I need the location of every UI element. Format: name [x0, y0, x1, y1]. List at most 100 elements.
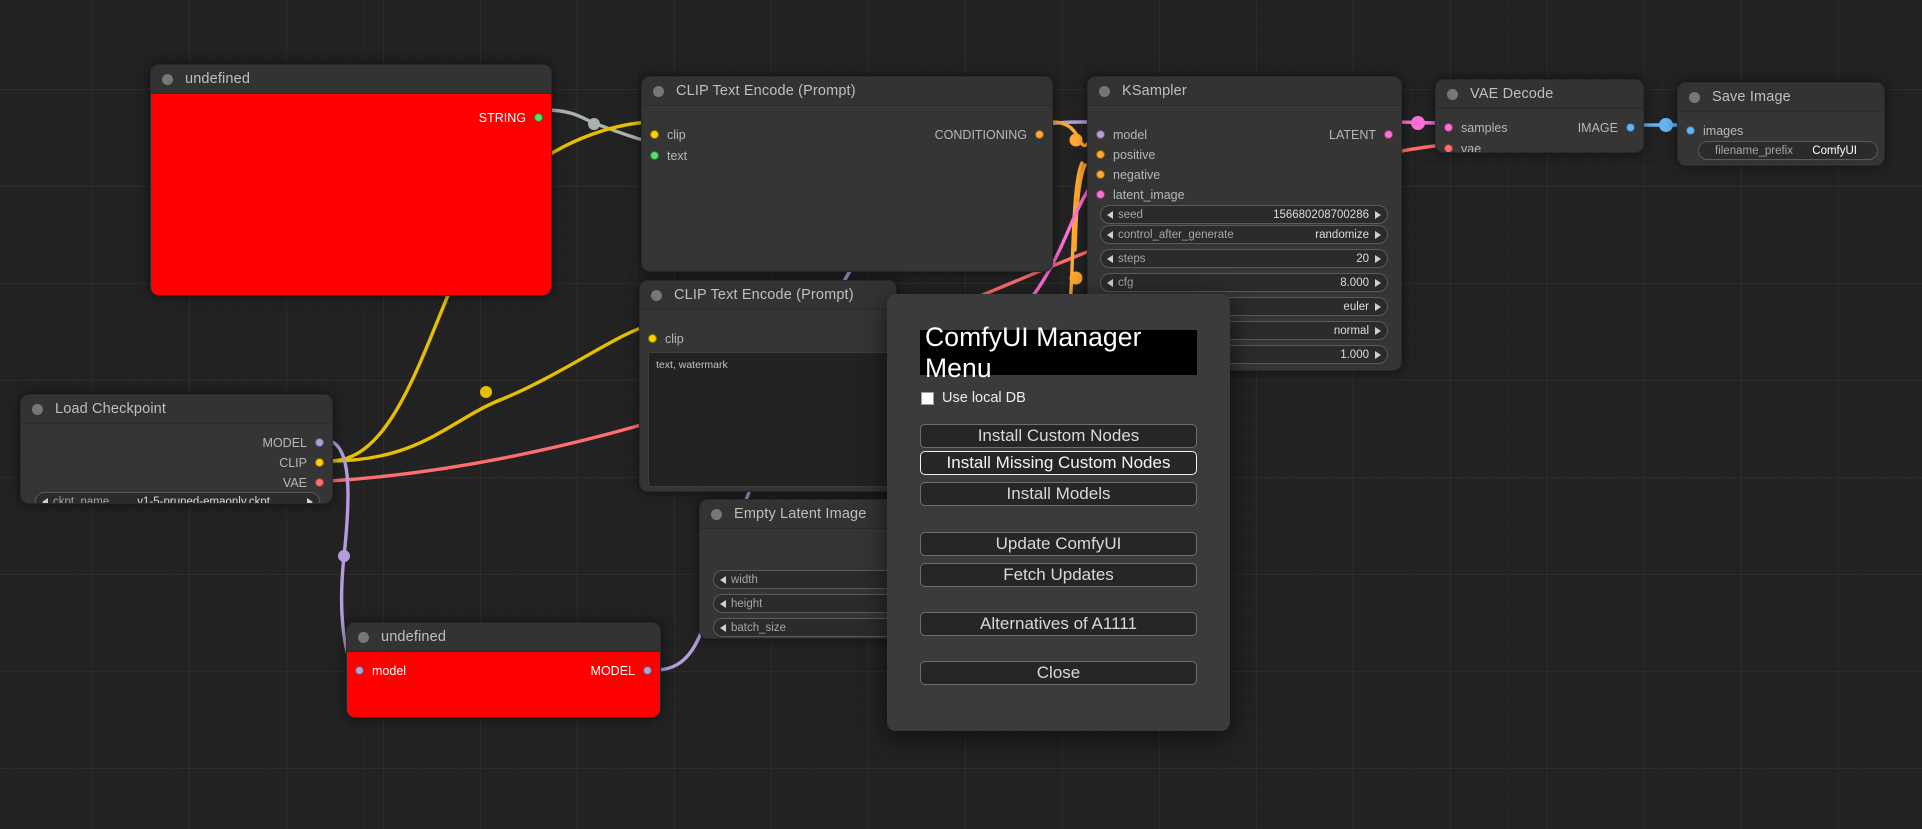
input-pip-negative[interactable]: [1096, 170, 1105, 179]
widget-steps[interactable]: steps 20: [1100, 249, 1388, 268]
alternatives-of-a1111-button[interactable]: Alternatives of A1111: [920, 612, 1197, 636]
node-collapse-dot[interactable]: [711, 508, 722, 520]
close-button[interactable]: Close: [920, 661, 1197, 685]
node-title-bar[interactable]: undefined: [347, 623, 660, 652]
node-collapse-dot[interactable]: [358, 631, 369, 643]
output-slot-vae[interactable]: VAE: [283, 475, 324, 490]
output-slot-conditioning[interactable]: CONDITIONING: [935, 127, 1044, 142]
node-undefined-model[interactable]: undefined model MODEL: [346, 622, 661, 718]
input-slot-latent-image[interactable]: latent_image: [1096, 187, 1185, 202]
input-slot-images[interactable]: images: [1686, 123, 1743, 138]
node-save-image[interactable]: Save Image images filename_prefix ComfyU…: [1677, 82, 1885, 166]
node-collapse-dot[interactable]: [1099, 85, 1110, 97]
output-pip-image[interactable]: [1626, 123, 1635, 132]
widget-height[interactable]: height: [713, 594, 919, 613]
increment-arrow-icon[interactable]: [1375, 254, 1381, 263]
node-title-bar[interactable]: CLIP Text Encode (Prompt): [640, 281, 896, 310]
node-clip-text-encode-negative[interactable]: CLIP Text Encode (Prompt) clip text, wat…: [639, 280, 897, 492]
decrement-arrow-icon[interactable]: [1107, 230, 1113, 239]
input-slot-clip[interactable]: clip: [650, 127, 686, 142]
input-pip-samples[interactable]: [1444, 123, 1453, 132]
output-slot-clip[interactable]: CLIP: [279, 455, 324, 470]
input-slot-samples[interactable]: samples: [1444, 120, 1508, 135]
increment-arrow-icon[interactable]: [1375, 230, 1381, 239]
input-pip-latent-image[interactable]: [1096, 190, 1105, 199]
input-slot-model[interactable]: model: [1096, 127, 1147, 142]
output-pip-vae[interactable]: [315, 478, 324, 487]
output-slot-latent[interactable]: LATENT: [1329, 127, 1393, 142]
input-pip-text[interactable]: [650, 151, 659, 160]
prompt-textarea[interactable]: text, watermark: [648, 352, 892, 487]
node-collapse-dot[interactable]: [651, 289, 662, 301]
node-title-bar[interactable]: KSampler: [1088, 77, 1401, 106]
output-pip-string[interactable]: [534, 113, 543, 122]
decrement-arrow-icon[interactable]: [1107, 278, 1113, 287]
node-title-bar[interactable]: Save Image: [1678, 83, 1884, 112]
node-load-checkpoint[interactable]: Load Checkpoint MODEL CLIP VAE ckpt_name…: [20, 394, 333, 504]
output-pip-model[interactable]: [315, 438, 324, 447]
node-title-bar[interactable]: undefined: [151, 65, 551, 94]
increment-arrow-icon[interactable]: [1375, 326, 1381, 335]
input-slot-text[interactable]: text: [650, 148, 687, 163]
update-comfyui-button[interactable]: Update ComfyUI: [920, 532, 1197, 556]
increment-arrow-icon[interactable]: [1375, 278, 1381, 287]
input-pip-images[interactable]: [1686, 126, 1695, 135]
input-slot-vae[interactable]: vae: [1444, 141, 1481, 152]
use-local-db-row[interactable]: Use local DB: [921, 390, 1026, 406]
output-pip-clip[interactable]: [315, 458, 324, 467]
node-clip-text-encode-positive[interactable]: CLIP Text Encode (Prompt) clip text COND…: [641, 76, 1053, 272]
node-title-bar[interactable]: CLIP Text Encode (Prompt): [642, 77, 1052, 106]
widget-width[interactable]: width: [713, 570, 919, 589]
fetch-updates-button[interactable]: Fetch Updates: [920, 563, 1197, 587]
node-title-bar[interactable]: VAE Decode: [1436, 80, 1643, 109]
node-vae-decode[interactable]: VAE Decode samples vae IMAGE: [1435, 79, 1644, 153]
output-pip-model[interactable]: [643, 666, 652, 675]
node-collapse-dot[interactable]: [653, 85, 664, 97]
decrement-arrow-icon[interactable]: [720, 623, 726, 632]
decrement-arrow-icon[interactable]: [720, 599, 726, 608]
input-pip-vae[interactable]: [1444, 144, 1453, 152]
output-slot-model[interactable]: MODEL: [263, 435, 324, 450]
widget-batch-size[interactable]: batch_size: [713, 618, 919, 637]
node-collapse-dot[interactable]: [162, 73, 173, 85]
input-pip-model[interactable]: [355, 666, 364, 675]
node-collapse-dot[interactable]: [32, 403, 43, 415]
increment-arrow-icon[interactable]: [307, 497, 313, 503]
node-collapse-dot[interactable]: [1447, 88, 1458, 100]
input-slot-clip[interactable]: clip: [648, 331, 684, 346]
input-pip-model[interactable]: [1096, 130, 1105, 139]
output-slot-image[interactable]: IMAGE: [1578, 120, 1635, 135]
comfyui-manager-dialog[interactable]: ComfyUI Manager Menu Use local DB Instal…: [887, 294, 1230, 731]
widget-seed[interactable]: seed 156680208700286: [1100, 205, 1388, 224]
output-pip-latent[interactable]: [1384, 130, 1393, 139]
decrement-arrow-icon[interactable]: [720, 575, 726, 584]
install-missing-custom-nodes-button[interactable]: Install Missing Custom Nodes: [920, 451, 1197, 475]
input-pip-positive[interactable]: [1096, 150, 1105, 159]
node-collapse-dot[interactable]: [1689, 91, 1700, 103]
input-slot-model[interactable]: model: [355, 663, 406, 678]
output-slot-model[interactable]: MODEL: [591, 663, 652, 678]
widget-cfg[interactable]: cfg 8.000: [1100, 273, 1388, 292]
input-pip-clip[interactable]: [648, 334, 657, 343]
widget-filename-prefix[interactable]: filename_prefix ComfyUI: [1698, 141, 1878, 160]
use-local-db-checkbox[interactable]: [921, 391, 934, 405]
input-pip-clip[interactable]: [650, 130, 659, 139]
node-title-label: Empty Latent Image: [734, 506, 867, 522]
increment-arrow-icon[interactable]: [1375, 302, 1381, 311]
widget-control-after-generate[interactable]: control_after_generate randomize: [1100, 225, 1388, 244]
decrement-arrow-icon[interactable]: [42, 497, 48, 503]
increment-arrow-icon[interactable]: [1375, 350, 1381, 359]
output-slot-string[interactable]: STRING: [479, 110, 543, 125]
increment-arrow-icon[interactable]: [1375, 210, 1381, 219]
decrement-arrow-icon[interactable]: [1107, 254, 1113, 263]
decrement-arrow-icon[interactable]: [1107, 210, 1113, 219]
install-custom-nodes-button[interactable]: Install Custom Nodes: [920, 424, 1197, 448]
install-models-button[interactable]: Install Models: [920, 482, 1197, 506]
node-title-bar[interactable]: Load Checkpoint: [21, 395, 332, 424]
input-slot-positive[interactable]: positive: [1096, 147, 1155, 162]
input-slot-negative[interactable]: negative: [1096, 167, 1160, 182]
widget-ckpt-name[interactable]: ckpt_name v1-5-pruned-emaonly.ckpt: [35, 492, 320, 503]
output-pip-conditioning[interactable]: [1035, 130, 1044, 139]
node-undefined-string[interactable]: undefined STRING: [150, 64, 552, 296]
